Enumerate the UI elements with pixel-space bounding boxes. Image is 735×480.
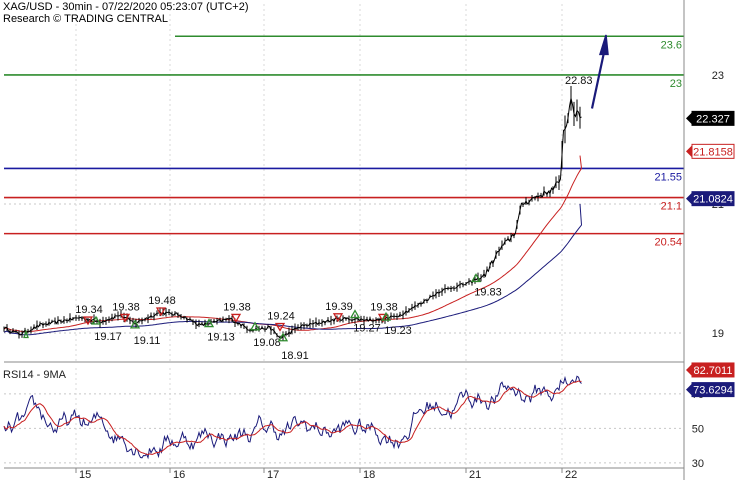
- x-tick-label: 21: [469, 469, 481, 480]
- swing-high-marker: [82, 316, 94, 326]
- level-lines: 23.6 23 21.55 21.1 20.54: [4, 35, 684, 249]
- level-label: 21.1: [661, 201, 682, 213]
- rsi-tick-label: 50: [692, 423, 704, 435]
- forecast-arrow-head: [598, 34, 609, 56]
- rsi-ma-line: [3, 380, 582, 456]
- rsi-tick-label: 30: [692, 458, 704, 470]
- chart-credit: Research © TRADING CENTRAL: [3, 13, 168, 25]
- swing-high-label: 19.38: [112, 301, 140, 313]
- swing-low-label: 19.17: [94, 331, 122, 343]
- price-series: [3, 86, 582, 341]
- rsi-pane-title: RSI14 - 9MA: [3, 369, 67, 381]
- swing-high-label: 19.34: [75, 304, 103, 316]
- swing-high-label: 19.38: [223, 301, 251, 313]
- rsi-ma-tag-pointer: [686, 383, 692, 396]
- swing-low-marker: [349, 309, 361, 319]
- rsi-series: [3, 375, 582, 460]
- swing-high-marker: [332, 313, 344, 323]
- price-tick-label: 19: [712, 328, 724, 340]
- rsi-tag-pointer: [686, 363, 692, 376]
- price-tick-label: 23: [712, 70, 724, 82]
- swing-low-marker: [277, 332, 289, 342]
- swing-low-label: 19.23: [384, 325, 412, 337]
- price-tag-text: 21.8158: [693, 146, 733, 158]
- swing-high-marker: [155, 307, 167, 317]
- swing-low-label: 19.11: [134, 335, 161, 347]
- x-tick-label: 22: [565, 469, 577, 480]
- swing-low-label: 19.83: [474, 286, 502, 298]
- price-tag-text: 21.0824: [693, 194, 733, 206]
- forecast-arrow-shaft: [590, 52, 606, 109]
- rsi-line: [3, 375, 582, 460]
- swing-low-marker: [90, 315, 102, 325]
- swing-low-label: 18.91: [281, 350, 309, 362]
- rsi-tag-text: 82.7011: [694, 365, 733, 377]
- swing-high-marker: [377, 313, 389, 323]
- swing-low-marker: [249, 321, 261, 331]
- level-label: 23: [670, 78, 682, 90]
- x-tick-label: 15: [79, 469, 91, 480]
- price-tags: 22.327 21.8158 21.0824 82.7011 73.6294: [686, 110, 735, 398]
- price-tag-pointer: [686, 145, 692, 158]
- forecast-arrow: [590, 34, 609, 109]
- swing-low-label: 19.08: [253, 337, 281, 349]
- level-label: 21.55: [654, 171, 682, 183]
- swing-low-marker: [129, 319, 141, 329]
- swing-low-label: 19.13: [207, 332, 235, 344]
- rsi-ma-tag-text: 73.6294: [693, 385, 733, 397]
- swing-low-label: 19.27: [353, 323, 381, 335]
- swing-high-marker: [230, 313, 242, 323]
- swing-low-marker: [470, 273, 482, 283]
- swing-high-marker: [274, 322, 286, 332]
- swing-high-label: 19.38: [370, 301, 398, 313]
- swing-low-marker: [380, 311, 392, 321]
- x-tick-label: 18: [363, 469, 375, 480]
- level-label: 23.6: [661, 39, 682, 51]
- swing-high-label: 19.39: [325, 301, 353, 313]
- swing-low-marker: [203, 318, 215, 328]
- chart-title: XAG/USD - 30min - 07/22/2020 05:23:07 (U…: [3, 1, 249, 13]
- x-tick-label: 16: [173, 469, 185, 480]
- level-label: 20.54: [654, 237, 682, 249]
- swing-high-label: 19.48: [148, 295, 176, 307]
- swing-high-label: 19.24: [267, 310, 295, 322]
- price-tag-pointer: [686, 192, 692, 205]
- price-tag-text: 22.327: [696, 113, 730, 125]
- x-tick-label: 17: [267, 469, 279, 480]
- peak-label: 22.83: [565, 75, 593, 87]
- price-tag-pointer: [686, 112, 692, 125]
- swing-low-marker: [23, 329, 29, 339]
- swing-high-marker: [119, 313, 131, 323]
- swing-markers: 19.34 19.38 19.48 19.38 19.24 19.39 19.38 19.17…: [23, 75, 593, 362]
